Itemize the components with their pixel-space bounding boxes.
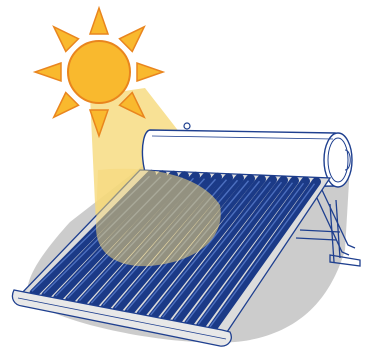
sun-disc xyxy=(67,40,131,104)
tube-highlight xyxy=(185,182,294,323)
vacuum-tube xyxy=(160,175,277,324)
tube-highlight xyxy=(162,181,272,318)
sun-ray xyxy=(118,25,146,53)
sun-icon xyxy=(32,5,166,139)
tube-highlight xyxy=(173,181,283,321)
sun-beam-overlay xyxy=(95,168,221,267)
sun-ray xyxy=(136,61,166,83)
vacuum-tube xyxy=(148,174,266,322)
tube-highlight xyxy=(209,183,316,328)
vacuum-tube xyxy=(183,176,299,329)
sun-ray xyxy=(88,109,110,139)
sun-ray xyxy=(88,5,110,35)
sun-ray xyxy=(118,91,146,119)
tube-highlight xyxy=(150,180,261,316)
vacuum-tube xyxy=(195,176,310,331)
sun-ray xyxy=(52,25,80,53)
vacuum-tube xyxy=(171,175,288,327)
support-frame xyxy=(295,189,361,267)
tube-highlight xyxy=(197,182,305,325)
bottom-rail xyxy=(11,289,232,347)
sun-ray xyxy=(52,91,80,119)
vacuum-tube xyxy=(207,177,321,334)
sun-ray xyxy=(32,61,62,83)
